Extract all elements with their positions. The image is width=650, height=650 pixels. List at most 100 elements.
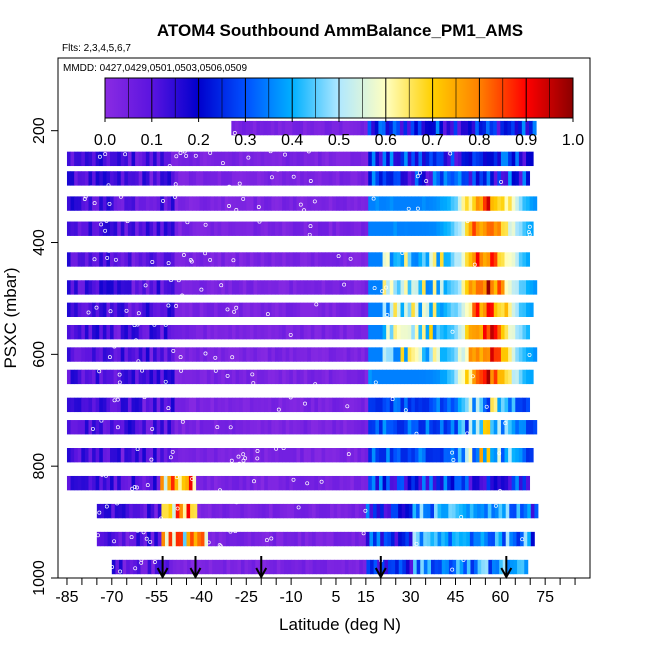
heatmap-cell [124, 151, 129, 167]
heatmap-cell [181, 221, 186, 236]
heatmap-cell [421, 120, 426, 136]
heatmap-cell [472, 280, 477, 295]
heatmap-cell [325, 302, 330, 317]
heatmap-cell [468, 397, 473, 413]
heatmap-cell [310, 151, 315, 167]
heatmap-cell [450, 324, 455, 340]
heatmap-cell [210, 448, 215, 463]
heatmap-cell [131, 448, 136, 463]
heatmap-cell [278, 347, 283, 362]
heatmap-cell [443, 171, 448, 186]
heatmap-cell [422, 302, 427, 317]
sample-point [219, 283, 224, 288]
heatmap-cell [257, 252, 262, 267]
heatmap-cell [423, 503, 428, 519]
heatmap-cell [504, 420, 509, 435]
heatmap-cell [176, 559, 181, 575]
heatmap-cell [483, 369, 487, 385]
heatmap-cell [208, 559, 213, 575]
heatmap-cell [77, 475, 82, 491]
sample-point [99, 418, 104, 423]
heatmap-cell [386, 369, 391, 385]
heatmap-cell [436, 151, 441, 167]
heatmap-cell [246, 369, 251, 385]
heatmap-cell [384, 559, 389, 575]
heatmap-cell [74, 347, 79, 362]
heatmap-cell [350, 448, 355, 463]
heatmap-cell [143, 503, 148, 519]
heatmap-cell [92, 196, 97, 211]
sample-point [250, 372, 255, 377]
heatmap-cell [196, 369, 201, 385]
heatmap-cell [459, 559, 464, 575]
heatmap-cell [497, 196, 502, 211]
heatmap-cell [179, 503, 184, 519]
heatmap-cell [332, 171, 337, 186]
heatmap-cell [138, 347, 143, 362]
heatmap-cell [300, 252, 305, 267]
heatmap-cell [74, 280, 79, 295]
heatmap-cell [192, 347, 197, 362]
heatmap-cell [468, 347, 473, 362]
heatmap-cell [325, 369, 330, 385]
heatmap-cell [239, 252, 244, 267]
heatmap-cell [425, 221, 430, 236]
heatmap-cell [149, 475, 154, 491]
heatmap-cell [343, 324, 348, 340]
heatmap-cell [411, 171, 416, 186]
sample-point [241, 458, 246, 463]
heatmap-cell [242, 196, 247, 211]
heatmap-cell [373, 531, 378, 547]
heatmap-cell [357, 347, 362, 362]
heatmap-cell [235, 475, 240, 491]
heatmap-cell [163, 420, 168, 435]
heatmap-cell [511, 221, 516, 236]
heatmap-cell [463, 559, 468, 575]
heatmap-cell [156, 196, 161, 211]
heatmap-cell [149, 151, 154, 167]
heatmap-cell [389, 171, 394, 186]
heatmap-cell [386, 448, 391, 463]
heatmap-cell [465, 369, 470, 385]
heatmap-cell [370, 559, 375, 575]
heatmap-cell [418, 369, 423, 385]
heatmap-cell [292, 302, 297, 317]
heatmap-cell [454, 397, 459, 413]
heatmap-cell [468, 302, 473, 317]
heatmap-cell [88, 151, 93, 167]
heatmap-cell [343, 347, 348, 362]
sample-point [527, 352, 532, 357]
heatmap-cell [110, 324, 114, 340]
heatmap-cell [156, 420, 161, 435]
sample-point [380, 146, 385, 151]
heatmap-cell [361, 369, 366, 385]
heatmap-cell [230, 559, 235, 575]
heatmap-cell [88, 280, 93, 295]
heatmap-cell [217, 420, 222, 435]
heatmap-cell [325, 448, 330, 463]
heatmap-cell [465, 475, 470, 491]
sample-point [127, 239, 131, 244]
heatmap-cell [347, 531, 352, 547]
heatmap-cell [249, 221, 254, 236]
heatmap-cell [228, 324, 233, 340]
heatmap-cell [88, 420, 93, 435]
heatmap-cell [400, 280, 405, 295]
heatmap-cell [375, 324, 380, 340]
sample-point [151, 146, 156, 151]
heatmap-cell [511, 397, 516, 413]
heatmap-cell [264, 324, 269, 340]
heatmap-cell [102, 280, 107, 295]
heatmap-cell [221, 420, 226, 435]
heatmap-cell [292, 196, 297, 211]
heatmap-cell [328, 448, 333, 463]
heatmap-cell [343, 221, 348, 236]
heatmap-cell [289, 196, 294, 211]
sample-point [291, 524, 296, 529]
heatmap-cell [303, 280, 308, 295]
heatmap-cell [447, 397, 452, 413]
heatmap-cell [478, 120, 483, 136]
heatmap-cell [272, 531, 277, 547]
heatmap-cell [456, 559, 461, 575]
heatmap-cell [88, 221, 93, 236]
